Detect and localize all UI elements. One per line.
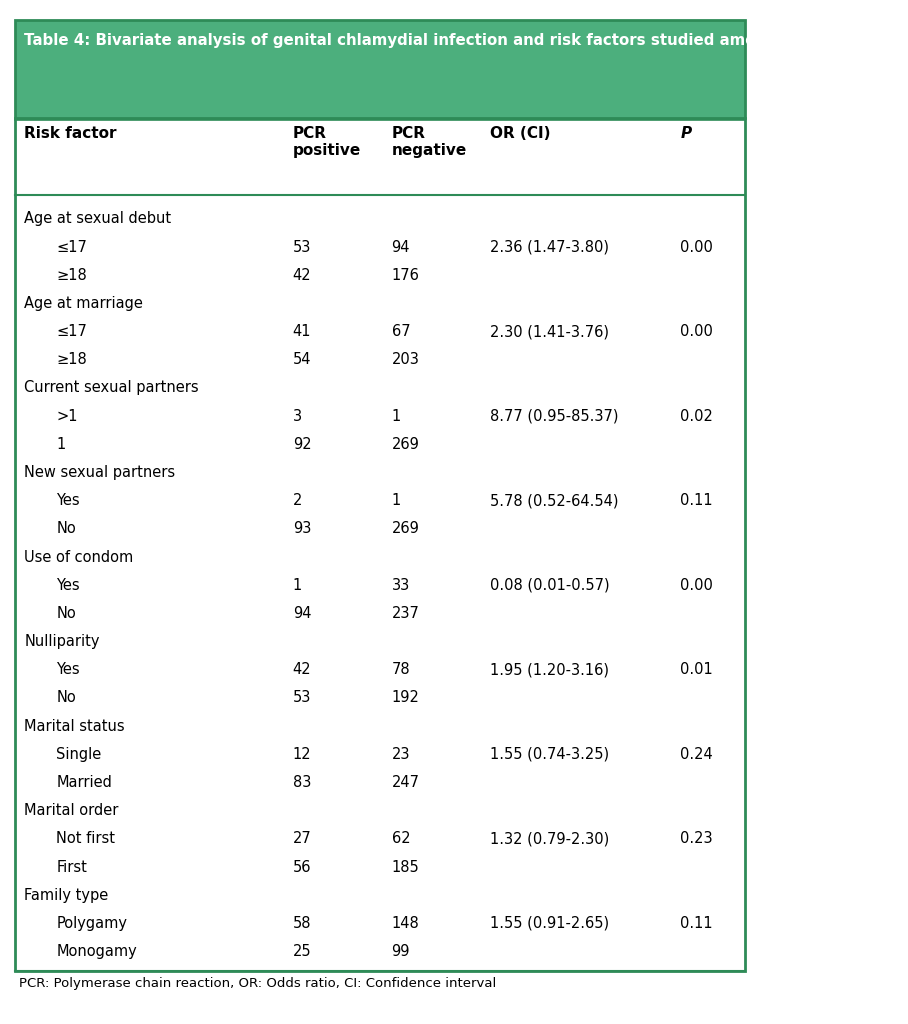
- Text: 83: 83: [292, 775, 311, 790]
- Text: 92: 92: [292, 437, 311, 452]
- Text: Yes: Yes: [56, 494, 80, 508]
- Text: P: P: [680, 126, 692, 141]
- Text: Current sexual partners: Current sexual partners: [25, 381, 199, 395]
- Text: 8.77 (0.95-85.37): 8.77 (0.95-85.37): [490, 409, 619, 424]
- Text: 41: 41: [292, 325, 311, 339]
- Text: 176: 176: [391, 267, 419, 283]
- Text: 3: 3: [292, 409, 301, 424]
- Text: 0.23: 0.23: [680, 831, 713, 846]
- Text: 94: 94: [292, 606, 311, 621]
- Text: 192: 192: [391, 690, 419, 706]
- Text: Risk factor: Risk factor: [25, 126, 117, 141]
- Text: Polygamy: Polygamy: [56, 915, 127, 931]
- Text: PCR: Polymerase chain reaction, OR: Odds ratio, CI: Confidence interval: PCR: Polymerase chain reaction, OR: Odds…: [19, 977, 497, 990]
- Text: Family type: Family type: [25, 888, 109, 903]
- Text: Table 4: Bivariate analysis of genital chlamydial infection and risk factors stu: Table 4: Bivariate analysis of genital c…: [25, 33, 854, 48]
- Text: >1: >1: [56, 409, 78, 424]
- Text: ≤17: ≤17: [56, 240, 87, 255]
- Text: 0.00: 0.00: [680, 240, 714, 255]
- Text: No: No: [56, 690, 76, 706]
- Text: 33: 33: [391, 578, 410, 593]
- Text: 1.55 (0.91-2.65): 1.55 (0.91-2.65): [490, 915, 609, 931]
- Text: 94: 94: [391, 240, 410, 255]
- Text: 203: 203: [391, 352, 419, 368]
- Text: 148: 148: [391, 915, 419, 931]
- Text: 247: 247: [391, 775, 419, 790]
- Text: 185: 185: [391, 859, 419, 874]
- Text: 1.32 (0.79-2.30): 1.32 (0.79-2.30): [490, 831, 609, 846]
- Text: 0.02: 0.02: [680, 409, 714, 424]
- Text: PCR
negative: PCR negative: [391, 126, 467, 159]
- FancyBboxPatch shape: [15, 118, 745, 971]
- Text: 54: 54: [292, 352, 311, 368]
- Text: 1: 1: [292, 578, 302, 593]
- Text: 5.78 (0.52-64.54): 5.78 (0.52-64.54): [490, 494, 619, 508]
- Text: Single: Single: [56, 746, 102, 762]
- Text: 78: 78: [391, 663, 410, 677]
- Text: Marital status: Marital status: [25, 719, 125, 733]
- Text: Marital order: Marital order: [25, 803, 119, 818]
- Text: 25: 25: [292, 944, 311, 959]
- Text: 27: 27: [292, 831, 311, 846]
- Text: 1: 1: [391, 494, 400, 508]
- Text: 62: 62: [391, 831, 410, 846]
- Text: 53: 53: [292, 240, 311, 255]
- Text: Use of condom: Use of condom: [25, 550, 133, 564]
- Text: PCR
positive: PCR positive: [292, 126, 361, 159]
- FancyBboxPatch shape: [15, 20, 745, 118]
- Text: Nulliparity: Nulliparity: [25, 634, 100, 649]
- Text: New sexual partners: New sexual partners: [25, 465, 175, 480]
- Text: 2: 2: [292, 494, 302, 508]
- Text: 2.36 (1.47-3.80): 2.36 (1.47-3.80): [490, 240, 609, 255]
- Text: 1.55 (0.74-3.25): 1.55 (0.74-3.25): [490, 746, 609, 762]
- Text: 12: 12: [292, 746, 311, 762]
- Text: 0.24: 0.24: [680, 746, 713, 762]
- Text: Yes: Yes: [56, 663, 80, 677]
- Text: ≤17: ≤17: [56, 325, 87, 339]
- Text: 67: 67: [391, 325, 410, 339]
- Text: ≥18: ≥18: [56, 352, 87, 368]
- Text: 0.00: 0.00: [680, 578, 714, 593]
- Text: Age at marriage: Age at marriage: [25, 296, 143, 311]
- Text: 99: 99: [391, 944, 410, 959]
- Text: Married: Married: [56, 775, 112, 790]
- Text: 23: 23: [391, 746, 410, 762]
- Text: Age at sexual debut: Age at sexual debut: [25, 211, 172, 226]
- Text: 269: 269: [391, 437, 419, 452]
- Text: 269: 269: [391, 521, 419, 537]
- Text: Not first: Not first: [56, 831, 115, 846]
- Text: 237: 237: [391, 606, 419, 621]
- Text: 1: 1: [56, 437, 65, 452]
- Text: 56: 56: [292, 859, 311, 874]
- Text: 58: 58: [292, 915, 311, 931]
- Text: OR (CI): OR (CI): [490, 126, 551, 141]
- Text: 42: 42: [292, 663, 311, 677]
- Text: 0.08 (0.01-0.57): 0.08 (0.01-0.57): [490, 578, 610, 593]
- Text: 42: 42: [292, 267, 311, 283]
- Text: 0.01: 0.01: [680, 663, 713, 677]
- Text: ≥18: ≥18: [56, 267, 87, 283]
- Text: 2.30 (1.41-3.76): 2.30 (1.41-3.76): [490, 325, 609, 339]
- Text: 53: 53: [292, 690, 311, 706]
- Text: First: First: [56, 859, 87, 874]
- Text: No: No: [56, 606, 76, 621]
- Text: 1: 1: [391, 409, 400, 424]
- Text: 1.95 (1.20-3.16): 1.95 (1.20-3.16): [490, 663, 609, 677]
- Text: No: No: [56, 521, 76, 537]
- Text: Yes: Yes: [56, 578, 80, 593]
- Text: Monogamy: Monogamy: [56, 944, 137, 959]
- Text: 0.11: 0.11: [680, 494, 713, 508]
- Text: 93: 93: [292, 521, 311, 537]
- Text: 0.11: 0.11: [680, 915, 713, 931]
- Text: 0.00: 0.00: [680, 325, 714, 339]
